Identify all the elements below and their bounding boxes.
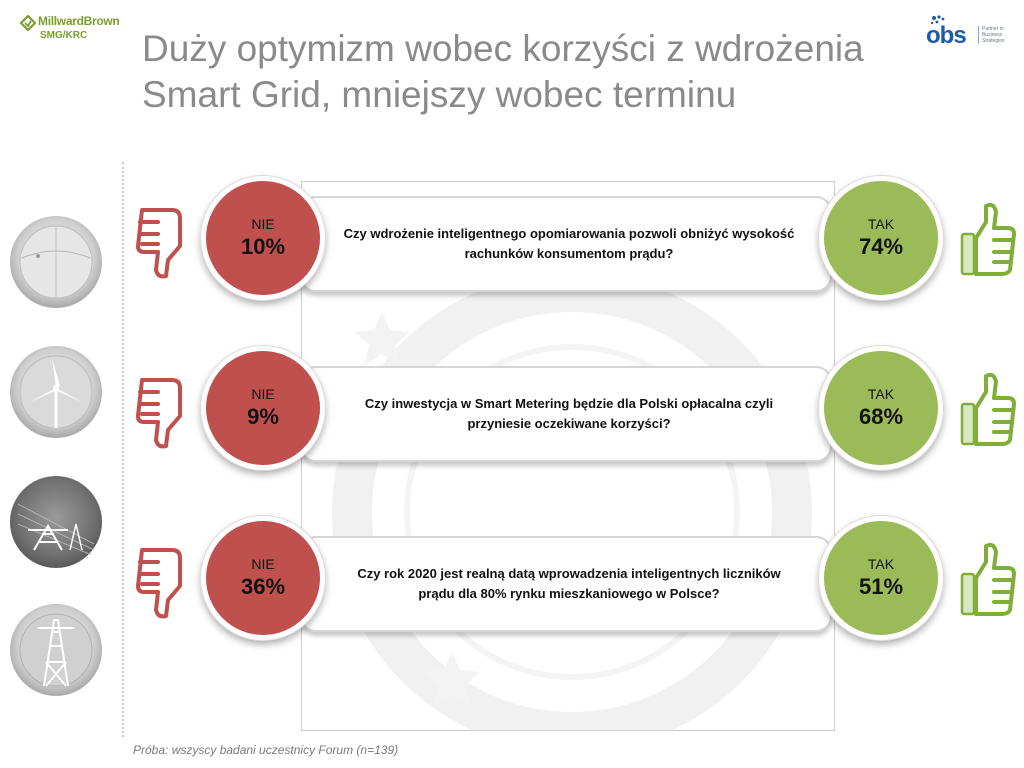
millward-brown-name: MillwardBrown xyxy=(38,14,120,28)
wind-turbine-icon xyxy=(10,346,102,438)
yes-label: TAK xyxy=(867,386,895,402)
thumbs-down-icon xyxy=(136,548,182,619)
thumbs-down-icon xyxy=(136,378,182,449)
pylon-icon xyxy=(10,604,102,696)
yes-answer-badge: TAK 51% xyxy=(819,516,943,640)
yes-answer-badge: TAK 68% xyxy=(819,346,943,470)
page-title-line-1: Duży optymizm wobec korzyści z wdrożenia xyxy=(142,28,864,69)
yes-answer-badge: TAK 74% xyxy=(819,176,943,300)
obs-logo-tagline: Partner in Business Strategies xyxy=(978,26,1022,44)
dotted-divider xyxy=(122,162,124,737)
millward-brown-icon xyxy=(20,15,36,31)
yes-label: TAK xyxy=(867,556,895,572)
thumbs-down-icon xyxy=(136,208,182,279)
obs-logo: obs Partner in Business Strategies xyxy=(926,14,1016,50)
millward-brown-sub: SMG/KRC xyxy=(40,30,88,41)
no-label: NIE xyxy=(251,216,275,232)
energy-forum-watermark xyxy=(332,272,812,730)
no-percentage: 10% xyxy=(240,234,286,259)
millward-brown-logo: MillwardBrown SMG/KRC xyxy=(20,12,140,46)
obs-dots-icon xyxy=(930,15,945,25)
question-box: Czy inwestycja w Smart Metering będzie d… xyxy=(300,366,832,462)
thumbs-up-icon xyxy=(960,372,1016,446)
globe-icon xyxy=(10,216,102,308)
power-line-icon xyxy=(10,476,102,568)
question-text: Czy inwestycja w Smart Metering będzie d… xyxy=(364,396,774,431)
sample-footnote: Próba: wszyscy badani uczestnicy Forum (… xyxy=(133,743,399,757)
page-title-line-2: Smart Grid, mniejszy wobec terminu xyxy=(142,74,737,115)
question-text: Czy wdrożenie inteligentnego opomiarowan… xyxy=(343,226,795,261)
question-text: Czy rok 2020 jest realną datą wprowadzen… xyxy=(357,566,781,601)
no-percentage: 36% xyxy=(240,574,286,599)
no-percentage: 9% xyxy=(247,404,279,429)
yes-label: TAK xyxy=(867,216,895,232)
no-label: NIE xyxy=(251,556,275,572)
no-answer-badge: NIE 36% xyxy=(201,516,325,640)
thumbs-up-icon xyxy=(960,542,1016,616)
no-answer-badge: NIE 10% xyxy=(201,176,325,300)
question-box: Czy wdrożenie inteligentnego opomiarowan… xyxy=(300,196,832,292)
question-box: Czy rok 2020 jest realną datą wprowadzen… xyxy=(300,536,832,632)
yes-percentage: 74% xyxy=(858,234,904,259)
obs-logo-word: obs xyxy=(926,22,967,49)
thumbs-up-icon xyxy=(960,202,1016,276)
page-title: Duży optymizm wobec korzyści z wdrożenia… xyxy=(142,26,962,118)
yes-percentage: 68% xyxy=(858,404,904,429)
yes-percentage: 51% xyxy=(858,574,904,599)
no-label: NIE xyxy=(251,386,275,402)
no-answer-badge: NIE 9% xyxy=(201,346,325,470)
